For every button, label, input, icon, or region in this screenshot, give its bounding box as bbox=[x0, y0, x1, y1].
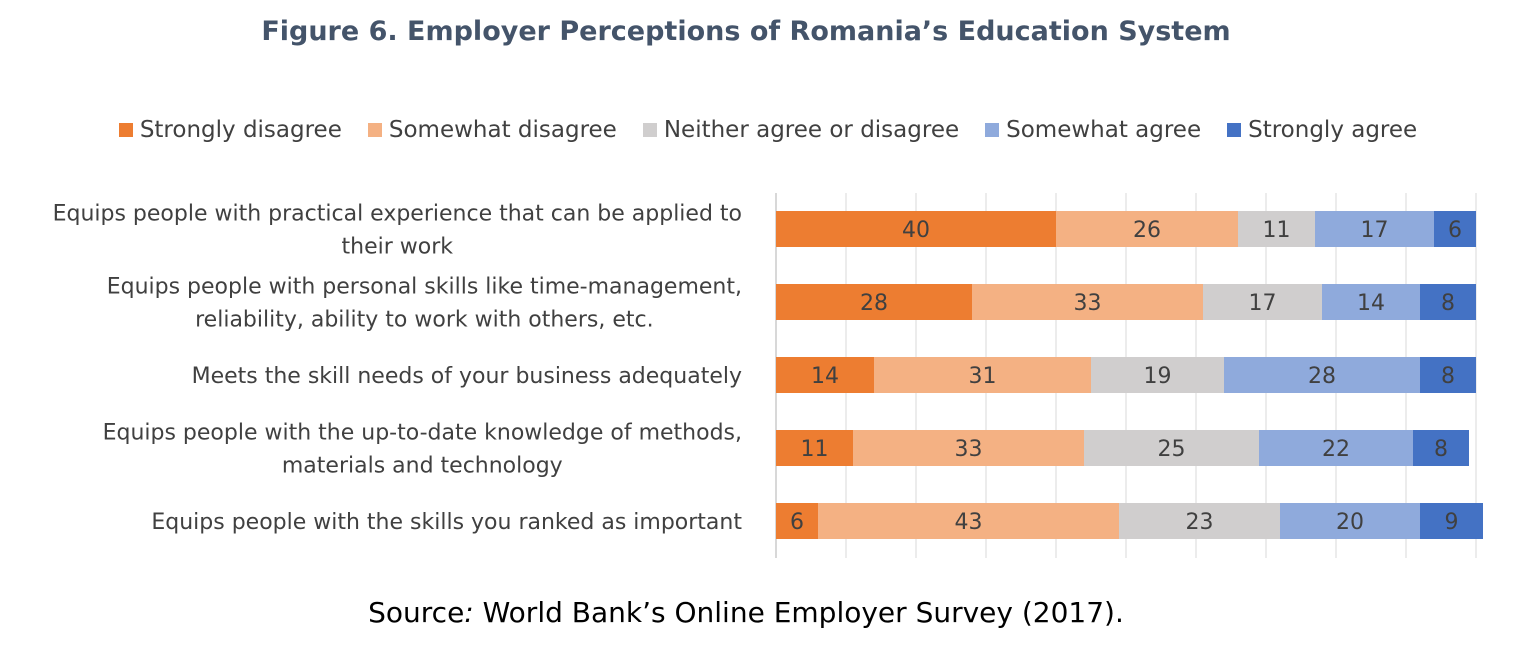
category-label-line: reliability, ability to work with others… bbox=[195, 308, 653, 333]
category-label: Meets the skill needs of your business a… bbox=[192, 364, 742, 389]
legend-item-4: Somewhat agree bbox=[985, 117, 1201, 143]
category-label-line: Equips people with the up-to-date knowle… bbox=[103, 421, 742, 446]
bar-segment bbox=[1203, 284, 1322, 320]
data-label: 6 bbox=[790, 510, 804, 535]
bar-segment bbox=[776, 430, 853, 466]
data-label: 6 bbox=[1448, 218, 1462, 243]
legend-item-3: Neither agree or disagree bbox=[642, 117, 960, 143]
data-label: 33 bbox=[1074, 291, 1102, 316]
data-label: 43 bbox=[955, 510, 983, 535]
data-label: 14 bbox=[1357, 291, 1385, 316]
legend-item-1: Strongly disagree bbox=[118, 117, 342, 143]
legend-swatch bbox=[642, 123, 657, 137]
data-label: 31 bbox=[969, 364, 997, 389]
data-label: 9 bbox=[1445, 510, 1459, 535]
legend-label: Strongly disagree bbox=[139, 117, 342, 143]
legend-label: Somewhat agree bbox=[1006, 117, 1202, 143]
category-label: Equips people with practical experience … bbox=[53, 202, 742, 260]
source-separator: : bbox=[464, 596, 474, 629]
bar-segment bbox=[776, 503, 818, 539]
legend-swatch bbox=[985, 123, 1000, 137]
bar-segment bbox=[1420, 357, 1476, 393]
bar-segment bbox=[853, 430, 1084, 466]
data-label: 25 bbox=[1158, 437, 1186, 462]
data-label: 20 bbox=[1336, 510, 1364, 535]
source-label: Source bbox=[368, 596, 465, 629]
data-label: 23 bbox=[1186, 510, 1214, 535]
data-label: 19 bbox=[1144, 364, 1172, 389]
source-note: Source: World Bank’s Online Employer Sur… bbox=[0, 596, 1492, 629]
source-text: World Bank’s Online Employer Survey (201… bbox=[473, 596, 1124, 629]
legend-swatch bbox=[1227, 123, 1242, 137]
bar-segment bbox=[1315, 211, 1434, 247]
data-label: 33 bbox=[955, 437, 983, 462]
bar-segment bbox=[1413, 430, 1469, 466]
bar-segment bbox=[1434, 211, 1476, 247]
bar-segment bbox=[1119, 503, 1280, 539]
category-label-line: their work bbox=[342, 235, 454, 260]
category-label-line: Equips people with personal skills like … bbox=[107, 275, 742, 300]
bar-segment bbox=[776, 357, 874, 393]
legend-label: Somewhat disagree bbox=[388, 117, 617, 143]
legend-swatch bbox=[118, 123, 133, 137]
bar-segment bbox=[1091, 357, 1224, 393]
bar-segment bbox=[818, 503, 1119, 539]
stacked-bar-chart: 40 26 11 17 6 Equips people with practical ex… bbox=[53, 193, 1483, 558]
legend-swatch bbox=[367, 123, 382, 137]
data-label: 8 bbox=[1434, 437, 1448, 462]
data-label: 40 bbox=[902, 218, 930, 243]
bar-segment bbox=[1238, 211, 1315, 247]
bar-segment bbox=[1280, 503, 1420, 539]
category-label: Equips people with personal skills like … bbox=[107, 275, 742, 333]
category-label: Equips people with the up-to-date knowle… bbox=[103, 421, 742, 479]
data-label: 22 bbox=[1322, 437, 1350, 462]
bar-segment bbox=[874, 357, 1091, 393]
legend-label: Neither agree or disagree bbox=[663, 117, 960, 143]
category-label: Equips people with the skills you ranked… bbox=[151, 510, 742, 535]
data-label: 28 bbox=[860, 291, 888, 316]
legend-item-2: Somewhat disagree bbox=[367, 117, 617, 143]
chart-title: Figure 6. Employer Perceptions of Romani… bbox=[261, 16, 1231, 47]
bar-segment bbox=[776, 211, 1056, 247]
data-label: 26 bbox=[1133, 218, 1161, 243]
legend-label: Strongly agree bbox=[1248, 117, 1418, 143]
bar-segment bbox=[1420, 503, 1483, 539]
data-label: 11 bbox=[801, 437, 829, 462]
bar-segment bbox=[1056, 211, 1238, 247]
legend-item-5: Strongly agree bbox=[1227, 117, 1417, 143]
data-label: 8 bbox=[1441, 364, 1455, 389]
data-label: 17 bbox=[1361, 218, 1389, 243]
category-label-line: materials and technology bbox=[282, 454, 563, 479]
category-label-line: Equips people with the skills you ranked… bbox=[151, 510, 742, 535]
bar-segment bbox=[972, 284, 1203, 320]
data-label: 17 bbox=[1249, 291, 1277, 316]
bar-segment bbox=[1224, 357, 1420, 393]
bar-segment bbox=[1420, 284, 1476, 320]
bar-segment bbox=[1259, 430, 1413, 466]
data-label: 8 bbox=[1441, 291, 1455, 316]
category-label-line: Meets the skill needs of your business a… bbox=[192, 364, 742, 389]
data-label: 14 bbox=[811, 364, 839, 389]
bar-segment bbox=[1322, 284, 1420, 320]
bar-segment bbox=[776, 284, 972, 320]
chart-legend: Strongly disagree Somewhat disagree Neithe… bbox=[0, 117, 1524, 143]
category-label-line: Equips people with practical experience … bbox=[53, 202, 742, 227]
bar-segment bbox=[1084, 430, 1259, 466]
data-label: 11 bbox=[1263, 218, 1291, 243]
data-label: 28 bbox=[1308, 364, 1336, 389]
